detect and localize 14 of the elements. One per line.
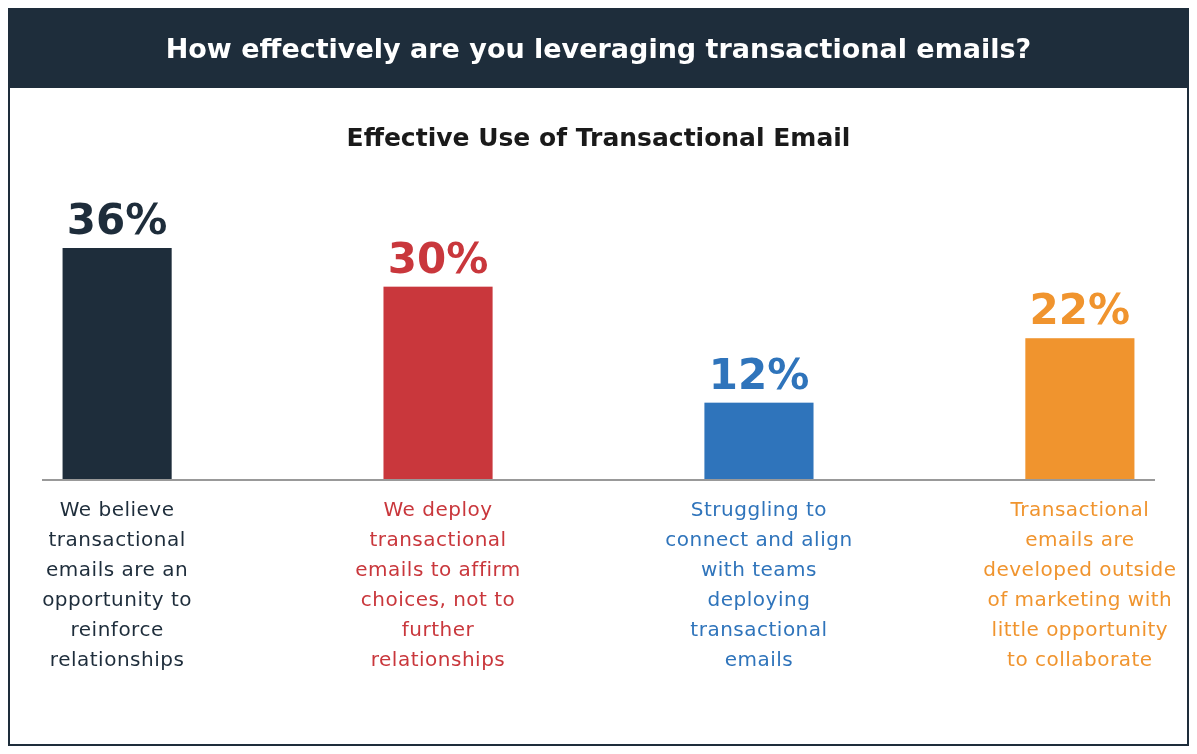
x-tick-label: We believe transactional emails are an opportunity to reinforce relationships — [42, 497, 193, 671]
bar — [704, 402, 814, 480]
bar — [1025, 338, 1135, 480]
x-tick-label: Transactional emails are developed outside of marketing with little opportunity to collaborate — [983, 497, 1177, 671]
x-tick-label: Struggling to connect and align with teams deploying transactional emails — [665, 497, 853, 671]
bar — [383, 286, 493, 480]
chart-title: How effectively are you leveraging transactional emails? — [165, 33, 1032, 64]
bar — [62, 248, 172, 480]
data-label: 30% — [387, 233, 489, 283]
data-label: 36% — [66, 195, 168, 244]
chart-subtitle: Effective Use of Transactional Email — [346, 123, 851, 152]
data-label: 12% — [708, 349, 810, 399]
data-label: 22% — [1029, 285, 1131, 335]
x-tick-label: We deploy transactional emails to affirm choices, not to further relationships — [355, 497, 521, 671]
